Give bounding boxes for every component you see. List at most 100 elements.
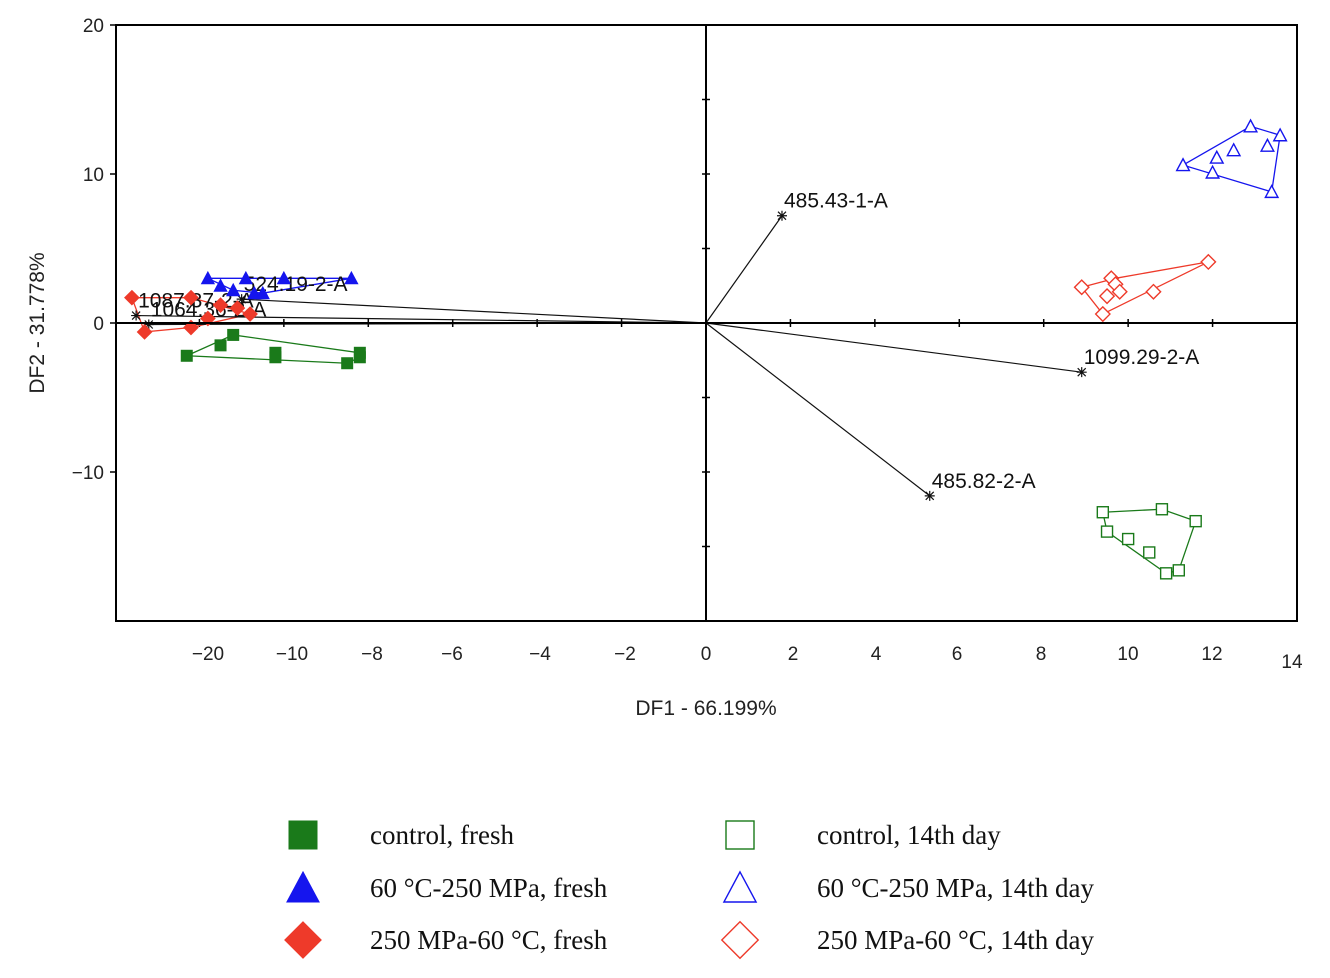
data-point	[1094, 305, 1111, 323]
x-tick-label: 10	[1117, 644, 1138, 665]
data-point	[344, 270, 359, 285]
x-axis-title: DF1 - 66.199%	[635, 697, 776, 720]
data-point	[213, 278, 228, 292]
y-axis-title: DF2 - 31.778%	[26, 252, 49, 393]
loading-label: 1099.29-2-A	[1084, 346, 1200, 369]
data-point	[1111, 283, 1128, 300]
legend-item: control, fresh	[288, 820, 514, 850]
data-point	[276, 270, 292, 285]
data-point	[227, 328, 240, 341]
legend-label: 250 MPa-60 °C, fresh	[370, 925, 608, 955]
x-tick-label: 4	[871, 644, 882, 665]
group-hull	[1102, 508, 1197, 575]
loading-vector	[705, 322, 931, 497]
x-tick-label: 0	[701, 644, 712, 665]
data-point	[1200, 253, 1217, 271]
data-point	[1100, 525, 1114, 538]
data-point	[1096, 506, 1110, 519]
data-point	[1259, 137, 1275, 152]
loading-vector	[705, 215, 783, 324]
legend-label: 60 °C-250 MPa, 14th day	[817, 873, 1095, 903]
x-tick-label: 8	[1036, 644, 1047, 665]
legend-marker	[720, 920, 760, 960]
loading-label: 524.19-2-A	[244, 273, 348, 296]
legend-item: 60 °C-250 MPa, fresh	[286, 870, 608, 903]
data-point	[214, 339, 227, 352]
data-point	[255, 285, 270, 300]
data-point	[1189, 514, 1202, 528]
x-tick-label: 14	[1281, 652, 1303, 673]
x-tick-label: 6	[952, 644, 963, 665]
x-tick-label: −2	[614, 644, 636, 665]
loading-label: 485.43-1-A	[784, 190, 888, 213]
x-tick-label: −20	[192, 644, 224, 665]
data-point	[1175, 157, 1191, 172]
data-point	[1143, 546, 1156, 559]
data-point	[1209, 149, 1225, 164]
data-point	[1264, 184, 1280, 199]
data-point	[124, 289, 140, 306]
loading-vector	[136, 314, 707, 324]
loading-endpoint	[776, 210, 787, 221]
legend-marker	[725, 820, 755, 850]
data-point	[238, 270, 254, 285]
data-point	[1121, 532, 1135, 546]
data-points	[124, 118, 1288, 580]
y-tick-label: 10	[83, 165, 104, 186]
legend: control, fresh 60 °C-250 MPa, fresh 250 MP…	[284, 820, 1095, 960]
y-tick-label: −10	[72, 463, 104, 484]
group-hull	[1080, 261, 1209, 315]
data-point	[1243, 118, 1259, 133]
data-point	[200, 270, 216, 285]
x-tick-label: −6	[441, 644, 463, 665]
loading-endpoint	[236, 294, 247, 305]
x-tick-label: 12	[1201, 644, 1222, 665]
legend-label: 250 MPa-60 °C, 14th day	[817, 925, 1095, 955]
data-point	[180, 349, 193, 362]
legend-item: 60 °C-250 MPa, 14th day	[722, 870, 1095, 903]
data-point	[1205, 164, 1221, 179]
loading-vector	[705, 322, 1082, 373]
data-point	[242, 306, 258, 322]
legend-label: control, fresh	[370, 820, 514, 850]
data-point	[226, 282, 241, 297]
loading-vector	[241, 298, 707, 324]
data-point	[1073, 279, 1090, 296]
legend-marker	[722, 870, 758, 903]
data-point	[353, 351, 366, 364]
data-point	[212, 297, 229, 313]
y-tick-label: 20	[83, 16, 104, 37]
data-point	[1159, 567, 1173, 580]
legend-label: 60 °C-250 MPa, fresh	[370, 873, 608, 903]
loading-label: 485.82-2-A	[932, 470, 1036, 493]
data-point	[1098, 288, 1116, 305]
legend-item: 250 MPa-60 °C, fresh	[284, 921, 608, 959]
data-point	[229, 300, 246, 316]
data-point	[1226, 142, 1242, 157]
loading-vectors: 485.43-1-A 1099.29-2-A 485.82-2-A 524.19-2-…	[131, 190, 1199, 501]
x-tick-label: −8	[361, 644, 383, 665]
loading-endpoint	[143, 319, 154, 330]
data-point	[136, 324, 153, 340]
data-point	[1172, 564, 1186, 577]
group-hull	[1181, 125, 1281, 193]
legend-label: control, 14th day	[817, 820, 1001, 850]
legend-marker	[288, 820, 318, 850]
data-point	[341, 357, 354, 370]
legend-marker	[284, 921, 322, 959]
data-point	[1272, 127, 1288, 142]
data-point	[1145, 283, 1162, 300]
loading-endpoint	[131, 310, 142, 321]
legend-item: 250 MPa-60 °C, 14th day	[720, 920, 1095, 960]
legend-item: control, 14th day	[725, 820, 1001, 850]
loading-endpoint	[924, 490, 935, 501]
data-point	[183, 289, 199, 306]
loading-endpoint	[1076, 367, 1087, 378]
data-point	[269, 351, 282, 364]
x-tick-label: −10	[276, 644, 308, 665]
y-tick-label: 0	[93, 314, 104, 335]
data-point	[1155, 503, 1169, 516]
legend-marker	[286, 870, 320, 903]
